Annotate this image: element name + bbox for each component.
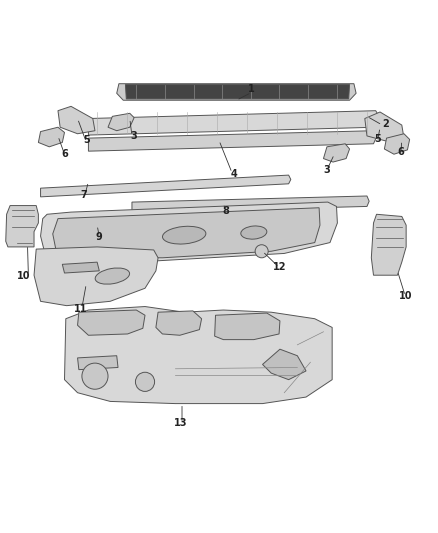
Polygon shape xyxy=(41,175,291,197)
Polygon shape xyxy=(88,111,380,135)
Polygon shape xyxy=(64,306,332,403)
Text: 7: 7 xyxy=(81,190,88,200)
Polygon shape xyxy=(78,310,145,335)
Text: 10: 10 xyxy=(399,291,413,301)
Polygon shape xyxy=(262,349,306,379)
Polygon shape xyxy=(88,131,377,151)
Polygon shape xyxy=(323,144,350,162)
Ellipse shape xyxy=(241,226,267,239)
Text: 3: 3 xyxy=(324,165,330,175)
Polygon shape xyxy=(62,262,99,273)
Polygon shape xyxy=(78,356,118,370)
Polygon shape xyxy=(108,114,134,131)
Polygon shape xyxy=(215,313,280,340)
Polygon shape xyxy=(58,107,95,134)
Ellipse shape xyxy=(95,268,130,284)
Circle shape xyxy=(135,372,155,391)
Polygon shape xyxy=(39,127,64,147)
Text: 4: 4 xyxy=(231,169,237,179)
Polygon shape xyxy=(6,206,39,247)
Text: 2: 2 xyxy=(382,119,389,129)
Text: 9: 9 xyxy=(96,232,102,242)
Text: 10: 10 xyxy=(17,271,31,281)
Text: 13: 13 xyxy=(174,418,187,428)
Circle shape xyxy=(255,245,268,258)
Ellipse shape xyxy=(162,227,206,244)
Text: 6: 6 xyxy=(61,149,68,159)
Text: 3: 3 xyxy=(130,131,137,141)
Text: 8: 8 xyxy=(222,206,229,216)
Polygon shape xyxy=(132,196,369,213)
Polygon shape xyxy=(385,134,410,154)
Text: 5: 5 xyxy=(83,135,90,146)
Polygon shape xyxy=(156,311,201,335)
Polygon shape xyxy=(371,214,406,275)
Polygon shape xyxy=(41,202,337,261)
Polygon shape xyxy=(34,247,158,305)
Polygon shape xyxy=(125,85,350,99)
Polygon shape xyxy=(53,208,320,258)
Text: 1: 1 xyxy=(248,84,255,94)
Text: 5: 5 xyxy=(374,134,381,144)
Text: 11: 11 xyxy=(74,304,87,314)
Text: 12: 12 xyxy=(273,262,287,272)
Polygon shape xyxy=(117,84,356,100)
Text: 6: 6 xyxy=(398,148,404,157)
Polygon shape xyxy=(365,112,404,141)
Circle shape xyxy=(82,363,108,389)
